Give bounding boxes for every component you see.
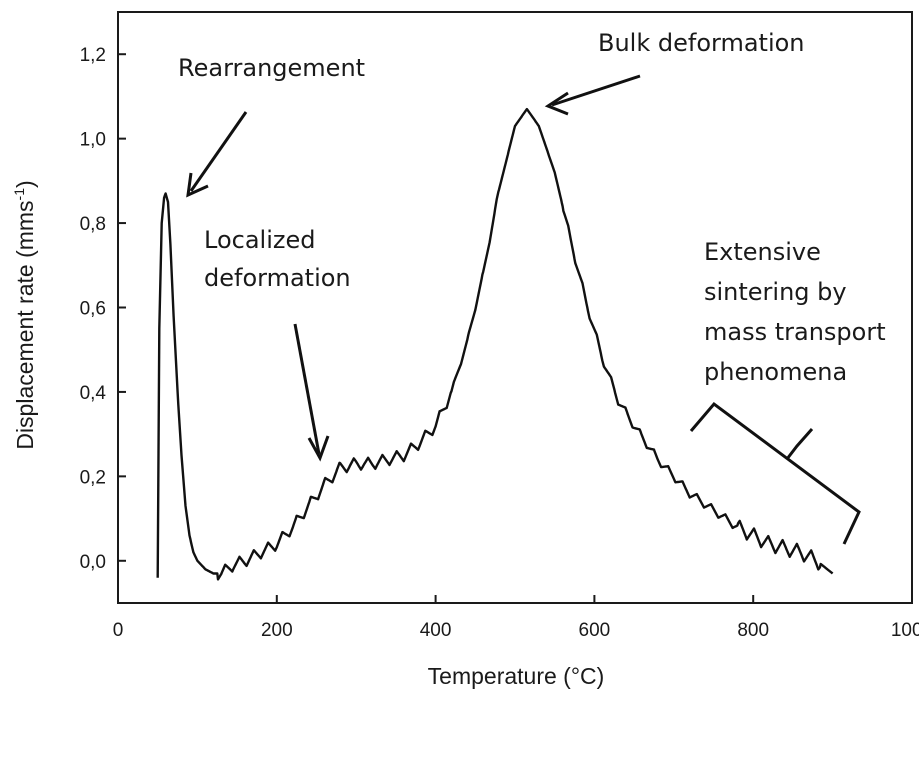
- series-line-displacement-rate: [156, 107, 834, 581]
- annotation-rearrangement: Rearrangement: [178, 54, 365, 82]
- annotation-extensive-line-4: phenomena: [704, 358, 847, 386]
- x-tick-label: 600: [579, 620, 611, 641]
- x-tick-label: 800: [737, 620, 769, 641]
- y-tick-label: 0,6: [80, 299, 106, 320]
- y-tick-label: 1,2: [80, 45, 106, 66]
- y-axis-title-close: ): [12, 180, 38, 188]
- annotation-extensive-line-1: Extensive: [704, 238, 821, 266]
- arrow-localized: [293, 323, 330, 462]
- arrow-bulk-deformation: [544, 74, 641, 116]
- bracket-extensive-sintering: [689, 401, 861, 545]
- annotation-extensive-line-2: sintering by: [704, 278, 847, 306]
- y-axis-title: Displacement rate (mms-1): [11, 180, 38, 449]
- annotation-bulk-deformation: Bulk deformation: [598, 29, 805, 57]
- plot-frame: [117, 11, 913, 604]
- y-tick-label: 0,4: [80, 383, 107, 404]
- annotation-localized-line-1: Localized: [204, 226, 315, 254]
- x-tick-label: 200: [261, 620, 293, 641]
- y-tick-label: 0,8: [80, 214, 106, 235]
- y-axis-title-main: Displacement rate (mms: [12, 200, 38, 449]
- annotation-extensive-line-3: mass transport: [704, 318, 886, 346]
- arrow-rearrangement: [186, 111, 248, 198]
- y-axis-title-sup: -1: [11, 188, 27, 201]
- x-tick-label: 0: [113, 620, 124, 641]
- x-tick-label: 400: [420, 620, 452, 641]
- x-axis-title: Temperature (°C): [428, 663, 605, 689]
- y-tick-label: 0,0: [80, 552, 106, 573]
- y-tick-label: 1,0: [80, 130, 106, 151]
- annotation-localized-line-2: deformation: [204, 264, 351, 292]
- y-axis: 0,0 0,2 0,4 0,6 0,8 1,0 1,2: [80, 45, 126, 573]
- y-tick-label: 0,2: [80, 467, 106, 488]
